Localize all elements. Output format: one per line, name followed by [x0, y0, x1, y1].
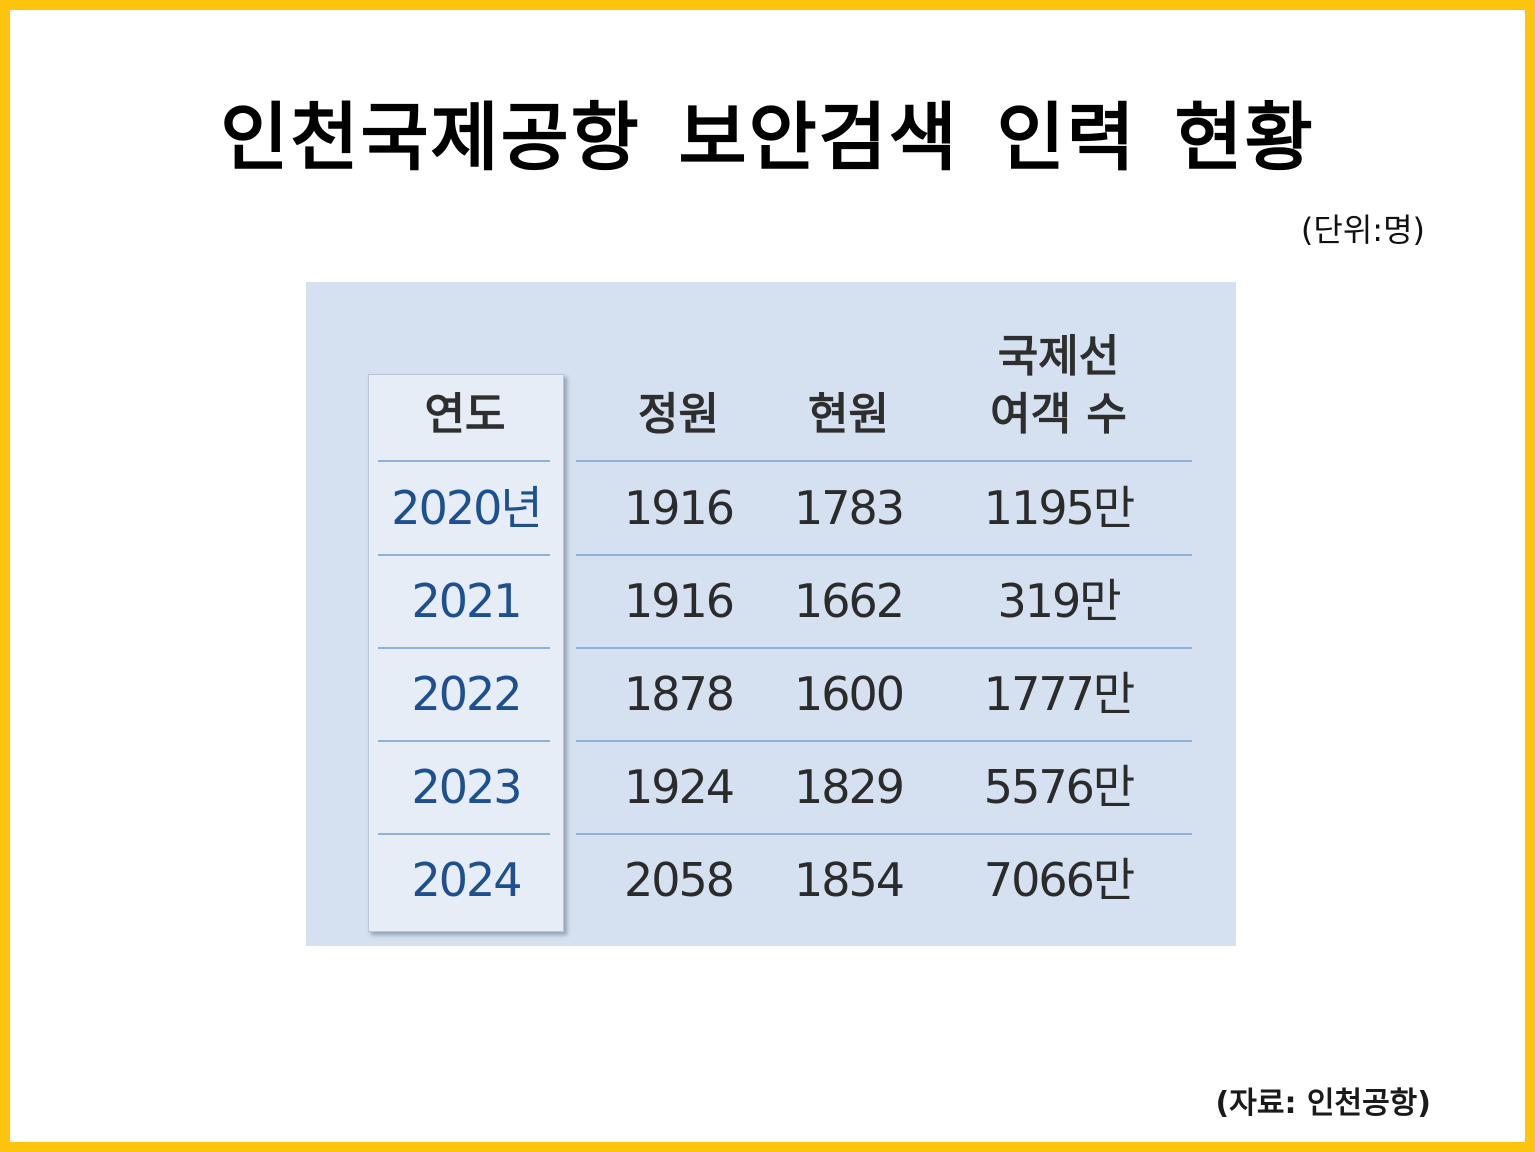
cell-current: 1829 [793, 760, 905, 814]
cell-passengers: 1195만 [983, 481, 1135, 535]
header-year: 연도 [424, 389, 506, 440]
row-divider-year [378, 554, 550, 556]
header-current: 현원 [808, 389, 889, 440]
cell-quota: 1878 [623, 667, 735, 721]
row-divider [576, 740, 1192, 742]
row-divider-year [378, 833, 550, 835]
cell-current: 1600 [793, 667, 905, 721]
cell-passengers: 319만 [997, 574, 1121, 628]
row-divider [576, 647, 1192, 649]
header-passengers-line1: 국제선 [997, 331, 1120, 382]
source-note: (자료: 인천공항) [1215, 1086, 1431, 1121]
cell-passengers: 7066만 [983, 853, 1135, 907]
year-column [368, 374, 564, 932]
row-divider [576, 554, 1192, 556]
cell-quota: 2058 [623, 853, 735, 907]
cell-year: 2023 [411, 760, 522, 814]
cell-year: 2021 [411, 574, 522, 628]
cell-year: 2022 [411, 667, 522, 721]
cell-year: 2024 [411, 853, 522, 907]
cell-quota: 1916 [623, 481, 735, 535]
cell-current: 1854 [793, 853, 905, 907]
cell-year: 2020년 [391, 481, 542, 535]
page-title: 인천국제공항 보안검색 인력 현황 [220, 95, 1315, 181]
row-divider-year [378, 647, 550, 649]
cell-passengers: 1777만 [983, 667, 1135, 721]
row-divider-year [378, 740, 550, 742]
cell-quota: 1924 [623, 760, 735, 814]
cell-current: 1662 [793, 574, 905, 628]
unit-label: (단위:명) [1300, 211, 1425, 249]
row-divider [576, 833, 1192, 835]
header-rule [576, 460, 1192, 462]
header-quota: 정원 [638, 389, 719, 440]
header-rule-year [378, 460, 550, 462]
data-table: 연도 정원 현원 국제선 여객 수 2020년 1916 1783 1195만 2021… [306, 282, 1236, 946]
header-passengers-line2: 여객 수 [990, 389, 1127, 440]
cell-current: 1783 [793, 481, 905, 535]
cell-passengers: 5576만 [983, 760, 1135, 814]
cell-quota: 1916 [623, 574, 735, 628]
